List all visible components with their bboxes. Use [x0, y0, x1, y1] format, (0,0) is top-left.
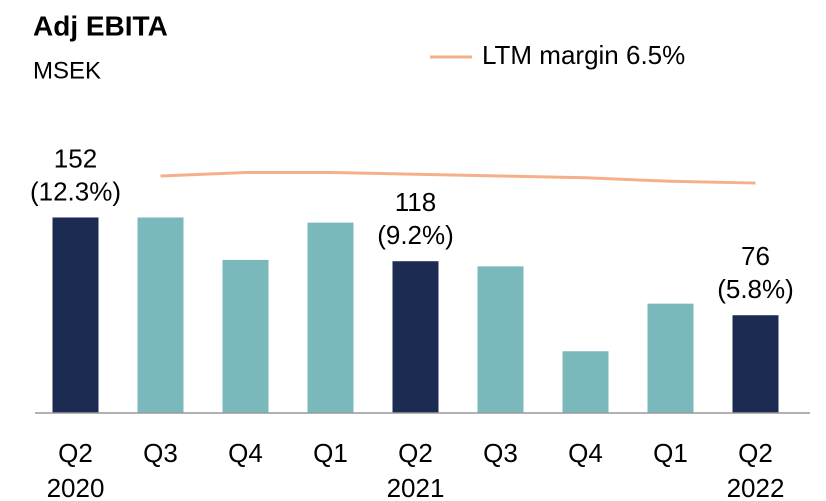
bar: [222, 259, 269, 413]
x-tick-label: Q2 2022: [727, 438, 785, 501]
bar: [52, 217, 99, 413]
x-tick-label: Q2 2021: [387, 438, 445, 501]
bar: [732, 315, 779, 413]
bar: [392, 261, 439, 413]
chart-title: Adj EBITA: [33, 10, 168, 41]
x-tick-label: Q1: [653, 438, 688, 468]
bar: [137, 217, 184, 413]
bar: [647, 303, 694, 413]
legend-label: LTM margin 6.5%: [482, 40, 685, 70]
bar: [307, 222, 354, 413]
data-label: 118 (9.2%): [377, 187, 454, 250]
x-tick-label: Q2 2020: [47, 438, 105, 501]
data-label: 76 (5.8%): [717, 241, 794, 304]
x-tick-label: Q1: [313, 438, 348, 468]
chart-subtitle: MSEK: [33, 57, 101, 84]
x-tick-label: Q4: [568, 438, 603, 468]
ltm-line: [160, 170, 756, 185]
data-label: 152 (12.3%): [30, 143, 121, 206]
bar: [562, 351, 609, 413]
x-tick-label: Q3: [143, 438, 178, 468]
bar: [477, 266, 524, 413]
x-tick-label: Q4: [228, 438, 263, 468]
x-tick-label: Q3: [483, 438, 518, 468]
